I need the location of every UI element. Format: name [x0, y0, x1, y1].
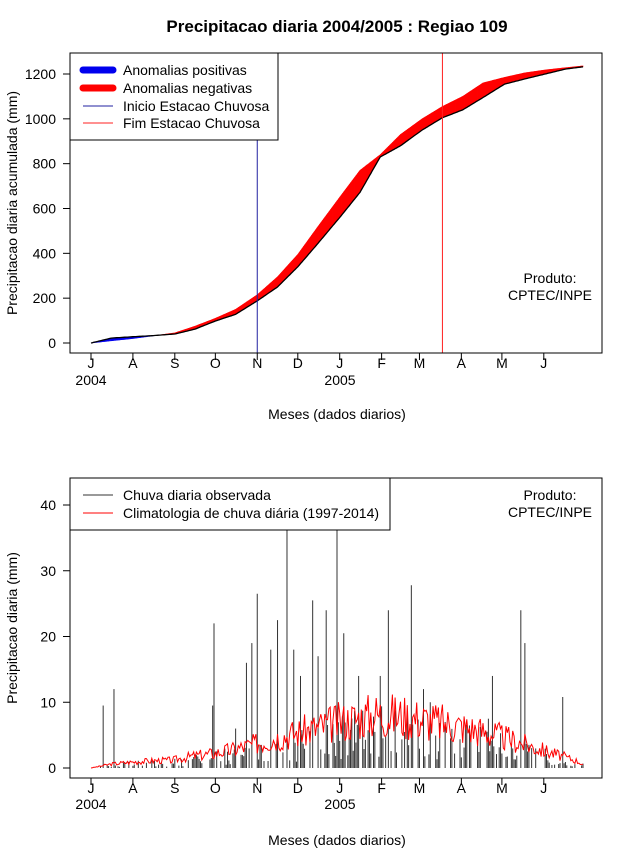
top-x-tick-label: F	[377, 355, 386, 371]
bottom-x-tick-label: F	[377, 780, 386, 796]
bottom-x-tick-label: J	[88, 780, 95, 796]
legend-label-inicio: Inicio Estacao Chuvosa	[123, 98, 270, 114]
top-x-tick-label: M	[414, 355, 426, 371]
top-y-axis: 0 200 400 600 800 1000 1200	[25, 66, 71, 351]
legend-label-observed: Chuva diaria observada	[123, 487, 271, 503]
top-x-tick-label: O	[210, 355, 221, 371]
bottom-y-tick-label: 0	[48, 760, 56, 776]
bottom-product-source: CPTEC/INPE	[508, 504, 592, 520]
bottom-legend-box	[69, 477, 391, 531]
top-y-axis-label: Precipitacao diaria acumulada (mm)	[4, 91, 20, 315]
top-x-tick-label: M	[496, 355, 508, 371]
bottom-y-tick-label: 10	[40, 694, 56, 710]
bottom-product-label: Produto:	[524, 487, 577, 503]
bottom-x-tick-label: O	[210, 780, 221, 796]
climatology-line	[90, 694, 584, 769]
bottom-y-axis: 0 10 20 30 40	[40, 497, 71, 776]
bottom-x-tick-label: J	[336, 780, 343, 796]
bottom-legend: Chuva diaria observada Climatologia de c…	[69, 477, 391, 531]
bottom-y-axis-label: Precipitacao diaria (mm)	[4, 552, 20, 704]
daily-plot	[69, 477, 603, 779]
top-y-tick-label: 800	[33, 156, 57, 172]
bottom-x-tick-label: A	[128, 780, 138, 796]
bottom-x-tick-label: N	[252, 780, 262, 796]
bottom-x-tick-label: D	[293, 780, 303, 796]
legend-label-negative: Anomalias negativas	[123, 80, 252, 96]
top-x-tick-label: D	[293, 355, 303, 371]
bottom-x-tick-label: A	[457, 780, 467, 796]
top-y-tick-label: 1000	[25, 111, 56, 127]
top-x-tick-label: J	[336, 355, 343, 371]
legend-label-climatology: Climatologia de chuva diária (1997-2014)	[123, 505, 379, 521]
top-x-tick-label: A	[457, 355, 467, 371]
top-y-tick-label: 0	[48, 335, 56, 351]
bottom-year-2005: 2005	[324, 796, 355, 812]
top-product-source: CPTEC/INPE	[508, 287, 592, 303]
bottom-x-axis-label: Meses (dados diarios)	[268, 832, 406, 848]
legend-label-positive: Anomalias positivas	[123, 62, 247, 78]
bottom-y-tick-label: 40	[40, 497, 56, 513]
top-x-tick-label: S	[170, 355, 179, 371]
top-x-axis-label: Meses (dados diarios)	[268, 406, 406, 422]
top-y-tick-label: 600	[33, 201, 57, 217]
bottom-x-tick-label: M	[414, 780, 426, 796]
daily-rain-bars	[99, 478, 584, 768]
top-x-tick-label: J	[88, 355, 95, 371]
top-y-tick-label: 400	[33, 245, 57, 261]
top-product-label: Produto:	[524, 270, 577, 286]
bottom-x-tick-label: M	[496, 780, 508, 796]
observed-cumulative-line	[90, 66, 584, 344]
top-y-tick-label: 1200	[25, 66, 56, 82]
bottom-year-2004: 2004	[75, 796, 106, 812]
top-legend: Anomalias positivas Anomalias negativas …	[69, 52, 279, 141]
top-x-tick-label: N	[252, 355, 262, 371]
bottom-x-tick-label: S	[170, 780, 179, 796]
top-x-tick-label: A	[128, 355, 138, 371]
top-year-2004: 2004	[75, 372, 106, 388]
bottom-y-tick-label: 30	[40, 563, 56, 579]
chart-title: Precipitacao diaria 2004/2005 : Regiao 1…	[166, 17, 507, 36]
top-x-tick-label: J	[540, 355, 547, 371]
top-year-2005: 2005	[324, 372, 355, 388]
bottom-x-tick-label: J	[540, 780, 547, 796]
legend-label-fim: Fim Estacao Chuvosa	[123, 115, 260, 131]
bottom-y-tick-label: 20	[40, 629, 56, 645]
top-y-tick-label: 200	[33, 290, 57, 306]
